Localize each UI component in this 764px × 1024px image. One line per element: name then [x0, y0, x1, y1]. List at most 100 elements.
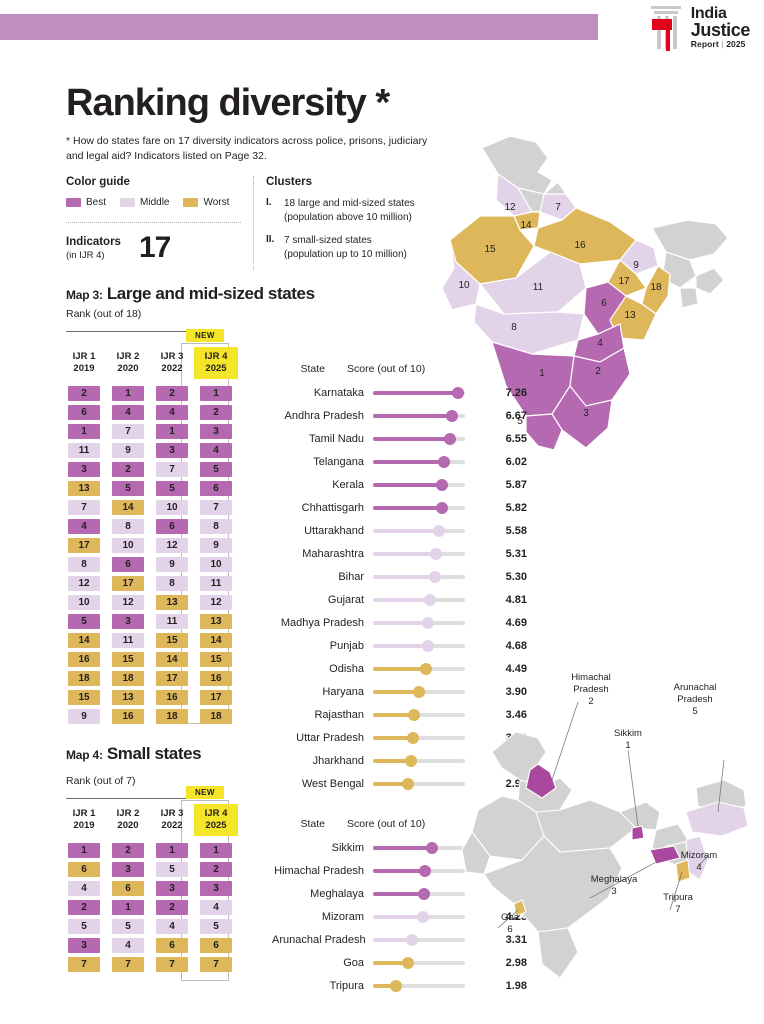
map3-chart-header: State Score (out of 10): [272, 363, 527, 381]
score-fill: [373, 689, 419, 694]
rank-cell: 14: [200, 632, 232, 648]
svg-text:4: 4: [597, 338, 603, 349]
rank-column-ijr2: 1 4 7 9 2 5 14 8 10 6 17 12 3 11 15 18 13 16: [106, 385, 150, 728]
score-track: [373, 979, 465, 992]
score-track: [373, 685, 465, 698]
score-value: 4.81: [505, 593, 527, 606]
map4-section-heading: Map 4: Small states: [66, 744, 202, 764]
map3-prefix: Map 3:: [66, 288, 103, 302]
rank-cell: 12: [200, 594, 232, 610]
score-value: 5.30: [505, 570, 527, 583]
rank-cell: 5: [200, 918, 232, 934]
rank-cell: 1: [200, 385, 232, 401]
score-row: Goa 2.98: [272, 951, 527, 974]
map-callout-himachal-pradesh: Himachal Pradesh 2: [571, 672, 611, 707]
clusters-heading: Clusters: [266, 176, 313, 188]
legend-divider-horizontal: [66, 222, 241, 223]
map-callout-mizoram: Mizoram 4: [680, 850, 718, 873]
score-row: Maharashtra 5.31: [272, 542, 527, 565]
score-track: [373, 409, 465, 422]
state-name: Chhattisgarh: [301, 501, 364, 514]
map-callout-sikkim: Sikkim 1: [614, 728, 642, 751]
map-callout-meghalaya: Meghalaya 3: [590, 874, 638, 897]
rank-cell: 2: [68, 385, 100, 401]
rank-cell: 1: [112, 385, 144, 401]
score-value: 5.87: [505, 478, 527, 491]
score-fill: [373, 643, 429, 648]
map-callout-arunachal-pradesh: Arunachal Pradesh 5: [673, 682, 717, 717]
rank-cell: 18: [156, 708, 188, 724]
score-fill: [373, 712, 414, 717]
rank-cell: 10: [112, 537, 144, 553]
rank-cell: 5: [112, 480, 144, 496]
rank-cell: 17: [112, 575, 144, 591]
score-track: [373, 570, 465, 583]
score-row: Arunachal Pradesh 3.31: [272, 928, 527, 951]
score-value: 1.98: [505, 979, 527, 992]
rank-column-ijr3: 1 5 3 2 4 6 7: [150, 842, 194, 976]
rank-cell: 8: [200, 518, 232, 534]
rank-cell: 4: [112, 937, 144, 953]
state-name: Andhra Pradesh: [284, 409, 365, 422]
rank-cell: 10: [68, 594, 100, 610]
score-track: [373, 478, 465, 491]
rank-column-ijr4: 1 2 3 4 5 6 7 8 9 10 11 12 13 14 15 16 17 18: [194, 385, 238, 728]
score-dot: [422, 616, 435, 629]
score-fill: [373, 666, 426, 671]
score-fill: [373, 735, 413, 740]
svg-text:18: 18: [650, 282, 662, 293]
rank-cell: 8: [156, 575, 188, 591]
indicators-sublabel: (in IJR 4): [66, 250, 105, 261]
rank-col-header-ijr-4: IJR 4 2025: [194, 804, 238, 836]
map4-col-score: Score (out of 10): [347, 818, 426, 830]
map3-col-score: Score (out of 10): [347, 363, 426, 375]
score-value: 3.90: [505, 685, 527, 698]
score-dot: [417, 887, 430, 900]
clusters-block: Clusters I. 18 large and mid-sized states…: [266, 176, 446, 271]
color-guide-heading: Color guide: [66, 176, 130, 188]
score-value: 6.55: [505, 432, 527, 445]
rank-cell: 7: [68, 956, 100, 972]
state-name: Tripura: [329, 979, 364, 992]
rank-cell: 15: [68, 689, 100, 705]
rank-column-ijr2: 2 3 6 1 5 4 7: [106, 842, 150, 976]
rank-cell: 4: [200, 442, 232, 458]
state-name: West Bengal: [301, 777, 364, 790]
score-dot: [429, 547, 442, 560]
rank-cell: 2: [200, 861, 232, 877]
india-map-large-states: 12 7 14 15 16 9 10 11 17 18 6 13 8 4 1 2…: [440, 128, 760, 458]
rank-cell: 2: [156, 385, 188, 401]
cluster-text: 7 small-sized states (population up to 10…: [284, 235, 407, 260]
score-dot: [423, 593, 436, 606]
rank-cell: 4: [68, 880, 100, 896]
score-dot: [422, 639, 435, 652]
page-title: Ranking diversity *: [66, 82, 390, 124]
state-name: Goa: [343, 956, 364, 969]
state-name: Odisha: [329, 662, 364, 675]
state-name: Maharashtra: [302, 547, 364, 560]
india-map-small-states: [460, 660, 764, 1000]
score-fill: [373, 413, 452, 418]
map-callout-goa: Goa 6: [501, 912, 519, 935]
rank-cell: 11: [68, 442, 100, 458]
svg-text:16: 16: [574, 240, 586, 251]
map4-prefix: Map 4:: [66, 748, 103, 762]
score-value: 6.02: [505, 455, 527, 468]
indicators-block: Indicators (in IJR 4) 17: [66, 233, 171, 263]
score-dot: [402, 956, 415, 969]
color-guide-swatches: Best Middle Worst: [66, 197, 246, 208]
gavel-icon: [646, 3, 686, 51]
score-track: [373, 864, 465, 877]
rank-cell: 3: [68, 461, 100, 477]
rank-cell: 14: [156, 651, 188, 667]
rank-cell: 11: [156, 613, 188, 629]
svg-text:9: 9: [633, 260, 639, 271]
svg-text:10: 10: [458, 280, 470, 291]
score-track: [373, 933, 465, 946]
state-name: Kerala: [332, 478, 364, 491]
rank-cell: 12: [112, 594, 144, 610]
rank-cell: 9: [68, 708, 100, 724]
svg-text:13: 13: [624, 310, 636, 321]
score-row: Kerala 5.87: [272, 473, 527, 496]
rank-cell: 6: [68, 404, 100, 420]
